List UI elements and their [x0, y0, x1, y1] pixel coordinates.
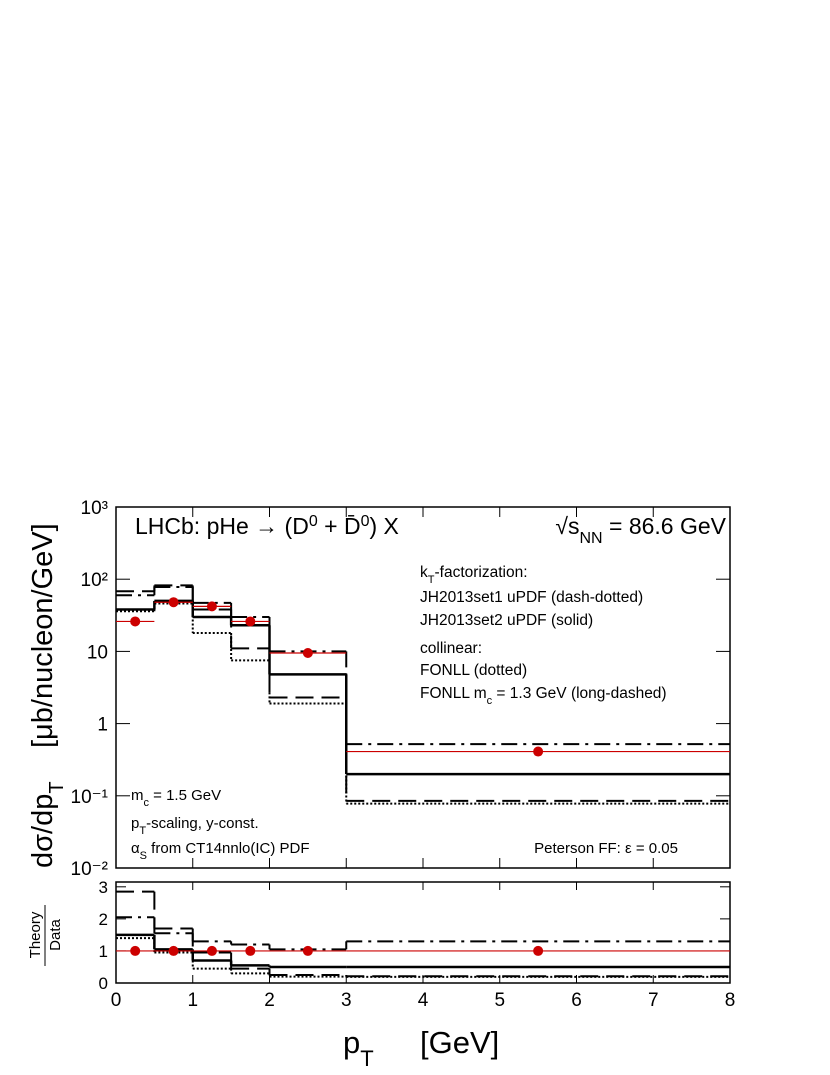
y-tick-label: 10²	[81, 570, 108, 591]
legend-line: collinear:	[420, 640, 482, 657]
text-part: + D̄	[318, 513, 361, 539]
text-part: from CT14nnlo(IC) PDF	[147, 840, 310, 857]
text-part: p	[131, 815, 139, 832]
ratio-point	[168, 945, 179, 956]
ratio-point	[130, 945, 141, 956]
text-part: p	[343, 1025, 360, 1060]
text-part: NN	[580, 530, 603, 547]
legend-line: FONLL (dotted)	[420, 662, 527, 679]
text-part: 0	[361, 513, 370, 530]
y-axis-unit: [μb/nucleon/GeV]	[27, 523, 59, 748]
text-part: S	[140, 850, 147, 862]
x-tick-label: 6	[571, 990, 582, 1011]
data-point	[130, 616, 141, 627]
y-tick-label: 10⁻¹	[71, 787, 109, 808]
text-part: c	[487, 695, 493, 707]
data-point	[168, 597, 179, 608]
legend-line: FONLL mc = 1.3 GeV (long-dashed)	[420, 685, 667, 707]
text-part: -factorization:	[434, 564, 527, 581]
ratio-label-bottom: Data	[47, 919, 64, 951]
text-part: dσ/dp	[27, 794, 59, 868]
text-part: T	[46, 781, 68, 793]
ratio-point	[206, 945, 217, 956]
x-tick-label: 7	[648, 990, 659, 1011]
text-part: k	[420, 564, 428, 581]
text-part: T	[360, 1046, 373, 1071]
text-part: LHCb: pHe → (D	[135, 513, 309, 539]
text-part: = 86.6 GeV	[603, 513, 727, 539]
text-part: α	[131, 840, 140, 857]
text-part: JH2013set1 uPDF (dash-dotted)	[420, 589, 643, 606]
ratio-label-top: Theory	[27, 911, 44, 958]
ratio-y-tick-label: 3	[99, 878, 108, 897]
data-point	[206, 601, 217, 612]
y-tick-label: 10	[87, 642, 108, 663]
y-tick-label: 10⁻²	[71, 859, 109, 880]
x-tick-label: 8	[725, 990, 736, 1011]
y-tick-label: 1	[97, 715, 108, 736]
text-part: = 1.3 GeV (long-dashed)	[492, 685, 666, 702]
text-part: FONLL m	[420, 685, 487, 702]
note: αS from CT14nnlo(IC) PDF	[131, 840, 310, 862]
text-part: √s	[555, 513, 579, 539]
note: pT-scaling, y-const.	[131, 815, 259, 837]
text-part: T	[139, 825, 146, 837]
text-part: FONLL (dotted)	[420, 662, 527, 679]
data-point	[533, 746, 544, 757]
ratio-point	[302, 945, 313, 956]
legend-line: JH2013set2 uPDF (solid)	[420, 612, 593, 629]
x-axis-unit: [GeV]	[420, 1025, 499, 1060]
text-part: collinear:	[420, 640, 482, 657]
chart-title: LHCb: pHe → (D0 + D̄0) X	[135, 513, 399, 540]
text-part: T	[428, 574, 435, 586]
energy-label: √sNN = 86.6 GeV	[555, 513, 726, 547]
text-part: JH2013set2 uPDF (solid)	[420, 612, 593, 629]
x-tick-label: 4	[418, 990, 429, 1011]
x-tick-label: 1	[187, 990, 198, 1011]
ratio-point	[533, 945, 544, 956]
y-tick-label: 10³	[81, 498, 108, 519]
text-part: c	[144, 797, 150, 809]
data-point	[245, 616, 256, 627]
data-point	[302, 648, 313, 659]
text-part: 0	[309, 513, 318, 530]
ratio-y-tick-label: 1	[99, 942, 108, 961]
text-part: m	[131, 787, 144, 804]
x-tick-label: 2	[264, 990, 275, 1011]
x-tick-label: 0	[111, 990, 122, 1011]
x-tick-label: 5	[494, 990, 505, 1011]
legend-line: kT-factorization:	[420, 564, 528, 586]
text-part: ) X	[369, 513, 398, 539]
ratio-y-tick-label: 0	[99, 974, 108, 993]
y-axis-label: dσ/dpT	[27, 781, 68, 868]
legend-line: JH2013set1 uPDF (dash-dotted)	[420, 589, 643, 606]
text-part: = 1.5 GeV	[149, 787, 221, 804]
ratio-y-tick-label: 2	[99, 910, 108, 929]
x-tick-label: 3	[341, 990, 352, 1011]
ratio-point	[245, 945, 256, 956]
ff-note: Peterson FF: ε = 0.05	[534, 840, 678, 857]
note: mc = 1.5 GeV	[131, 787, 221, 809]
x-axis-label: pT	[343, 1025, 374, 1071]
text-part: -scaling, y-const.	[146, 815, 259, 832]
